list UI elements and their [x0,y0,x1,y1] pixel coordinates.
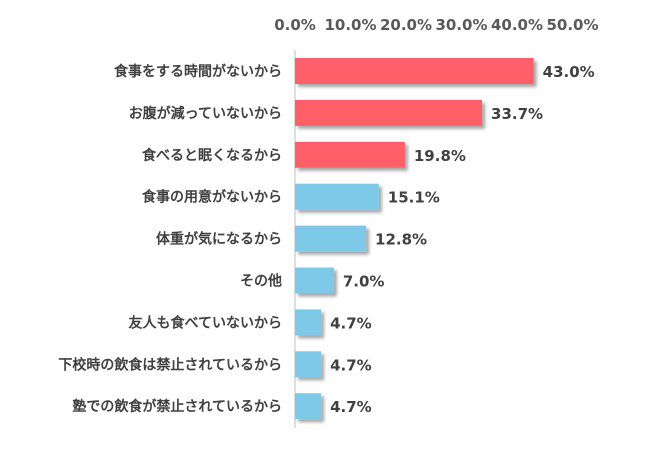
category-label: 体重が気になるから [156,231,282,248]
bar [295,267,334,294]
bar [295,309,322,336]
category-labels: 食事をする時間がないからお腹が減っていないから食べると眠くなるから食事の用意がな… [58,63,282,415]
category-label: 食事の用意がないから [142,189,282,206]
category-label: その他 [240,273,282,290]
data-label: 4.7% [330,356,372,374]
x-tick-label: 0.0% [274,16,316,34]
x-tick-label: 30.0% [435,16,487,34]
bar [295,225,367,252]
category-label: 下校時の飲食は禁止されているから [58,356,282,373]
data-label: 43.0% [543,63,595,81]
data-label: 15.1% [388,189,440,207]
data-label: 12.8% [375,231,427,249]
data-label: 7.0% [343,273,385,291]
x-tick-label: 20.0% [380,16,432,34]
bar [295,141,405,168]
data-label: 19.8% [414,147,466,165]
value-labels: 43.0% 33.7% 19.8% 15.1% 12.8% 7.0% 4.7% 4.7% 4.7… [330,63,595,416]
bars-group [295,58,534,420]
data-label: 4.7% [330,398,372,416]
category-label: お腹が減っていないから [129,105,282,122]
bar [295,393,322,420]
bar [295,183,379,210]
category-label: 食べると眠くなるから [142,147,282,164]
category-label: 食事をする時間がないから [114,63,282,80]
x-tick-label: 50.0% [546,16,598,34]
category-label: 塾での飲食が禁止されているから [72,398,282,415]
bar [295,99,483,126]
bar [295,58,534,84]
data-label: 4.7% [330,314,372,332]
bar [295,351,322,378]
x-tick-label: 10.0% [324,16,376,34]
x-axis-ticks: 0.0% 10.0% 20.0% 30.0% 40.0% 50.0% [274,16,598,34]
data-label: 33.7% [491,105,543,123]
category-label: 友人も食べていないから [129,314,282,331]
x-tick-label: 40.0% [491,16,543,34]
